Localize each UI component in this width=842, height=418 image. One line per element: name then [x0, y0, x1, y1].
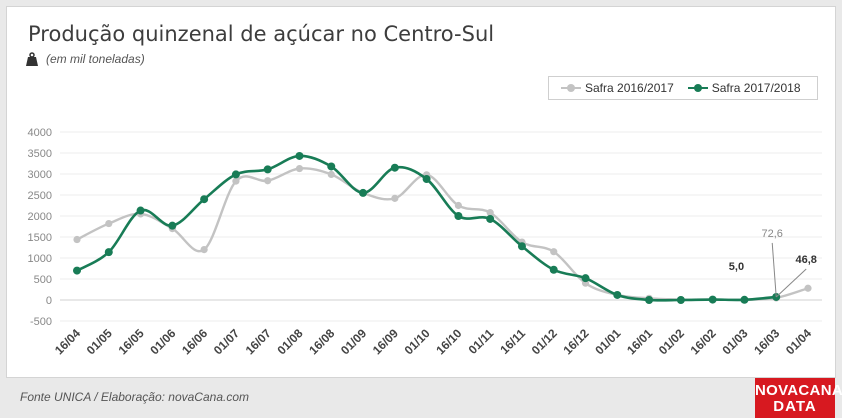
x-tick-label: 16/04: [52, 326, 83, 357]
source-text: Fonte UNICA / Elaboração: novaCana.com: [20, 390, 250, 404]
data-point: [486, 214, 495, 223]
data-point: [232, 177, 240, 185]
y-tick-label: 2500: [28, 190, 52, 202]
data-point: [104, 248, 113, 257]
data-point: [740, 295, 749, 304]
data-point: [359, 188, 368, 197]
data-point: [804, 284, 812, 292]
y-tick-label: 4000: [28, 127, 52, 139]
y-tick-label: 3000: [28, 169, 52, 181]
x-tick-label: 16/08: [306, 326, 337, 357]
chart-legend: Safra 2016/2017 Safra 2017/2018: [548, 76, 818, 100]
x-tick-label: 16/10: [433, 326, 464, 357]
data-point: [613, 290, 622, 299]
subtitle-row: (em mil toneladas): [26, 52, 145, 66]
data-point: [422, 175, 431, 184]
data-point: [73, 266, 81, 275]
data-point: [645, 296, 654, 304]
data-point: [168, 221, 177, 230]
annotation-leader: [771, 242, 777, 297]
brand-line-1: NOVACANA: [755, 382, 842, 399]
x-tick-label: 16/11: [497, 326, 528, 357]
data-point: [264, 177, 272, 185]
weight-icon: [26, 52, 38, 66]
x-tick-label: 01/09: [338, 326, 369, 357]
legend-item-2016-2017[interactable]: Safra 2016/2017: [561, 81, 674, 95]
data-point: [73, 235, 81, 244]
line-chart: -500 0 500 1000 1500 2000 2500 3000 3500 4000 16/0…: [28, 127, 822, 357]
annotation-leader: [775, 268, 807, 298]
x-tick-label: 16/03: [751, 326, 782, 357]
data-point: [391, 194, 399, 202]
annotation-label: 46,8: [796, 254, 817, 266]
data-point: [200, 246, 208, 254]
series-line-0: [76, 167, 809, 302]
data-point: [327, 170, 335, 179]
x-tick-label: 01/07: [211, 326, 242, 357]
x-tick-label: 01/03: [719, 326, 750, 357]
data-point: [231, 170, 240, 179]
data-point: [136, 206, 145, 215]
data-point: [327, 162, 336, 171]
data-point: [390, 163, 399, 172]
brand-line-2: DATA: [773, 398, 817, 415]
x-tick-label: 01/06: [147, 326, 178, 357]
data-point: [517, 242, 526, 251]
y-tick-label: 3500: [28, 148, 52, 160]
data-point: [263, 165, 272, 174]
x-tick-label: 01/08: [274, 326, 305, 357]
data-point: [295, 151, 304, 160]
y-tick-label: 2000: [28, 211, 52, 223]
x-tick-label: 01/05: [84, 326, 115, 357]
chart-card: [6, 6, 836, 378]
x-tick-label: 16/12: [561, 326, 592, 357]
data-point: [549, 265, 558, 274]
x-tick-label: 16/05: [116, 326, 147, 357]
x-tick-label: 01/10: [402, 326, 433, 357]
data-point: [454, 201, 462, 210]
y-tick-label: 1500: [28, 232, 52, 244]
y-tick-label: 0: [46, 295, 52, 307]
data-point: [105, 219, 113, 228]
data-point: [708, 295, 717, 304]
data-point: [454, 212, 463, 220]
data-point: [676, 296, 685, 304]
chart-title: Produção quinzenal de açúcar no Centro-S…: [28, 22, 495, 46]
annotation-label: 72,6: [762, 228, 783, 240]
x-tick-label: 01/04: [783, 326, 814, 357]
x-tick-label: 16/07: [243, 326, 274, 357]
x-tick-label: 16/01: [624, 326, 655, 357]
legend-item-2017-2018[interactable]: Safra 2017/2018: [687, 81, 801, 95]
x-tick-label: 16/09: [370, 326, 401, 357]
data-point: [295, 164, 304, 173]
legend-label-2016-2017: Safra 2016/2017: [585, 81, 674, 95]
x-tick-label: 01/12: [529, 326, 560, 357]
chart-subtitle: (em mil toneladas): [46, 52, 145, 66]
data-point: [486, 209, 494, 217]
y-tick-label: 500: [34, 274, 52, 286]
x-tick-label: 01/01: [592, 326, 623, 357]
data-point: [581, 274, 590, 283]
x-tick-label: 16/02: [688, 326, 719, 357]
annotation-label: 5,0: [729, 261, 744, 273]
y-tick-label: 1000: [28, 253, 52, 265]
x-tick-label: 01/11: [466, 326, 497, 357]
legend-swatch-2017-2018: [687, 83, 708, 93]
y-tick-label: -500: [30, 316, 52, 328]
legend-label-2017-2018: Safra 2017/2018: [711, 81, 801, 95]
novacana-data-logo[interactable]: NOVACANA DATA: [755, 378, 842, 418]
legend-swatch-2016-2017: [561, 83, 581, 93]
x-tick-label: 16/06: [179, 326, 210, 357]
footer: Fonte UNICA / Elaboração: novaCana.com: [0, 380, 842, 418]
data-point: [200, 195, 209, 204]
x-tick-label: 01/02: [656, 326, 687, 357]
data-point: [550, 248, 558, 256]
